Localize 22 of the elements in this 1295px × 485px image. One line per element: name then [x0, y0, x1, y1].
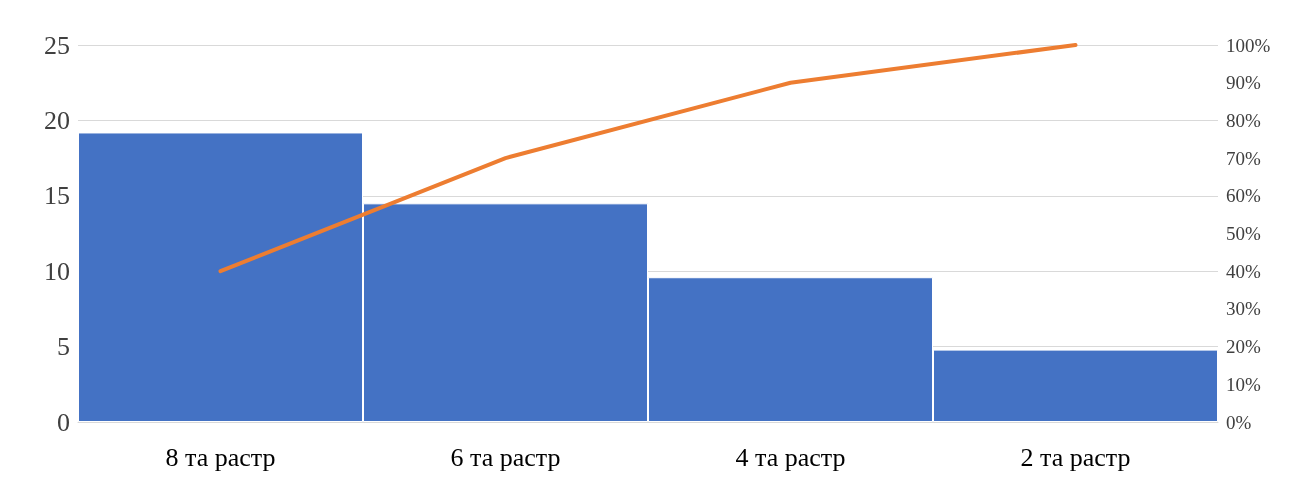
x-tick-label: 4 та растр: [735, 442, 846, 472]
x-tick-label: 6 та растр: [450, 442, 561, 472]
y2-tick-label: 100%: [1226, 34, 1271, 56]
y-tick-label: 5: [57, 332, 70, 362]
x-tick-label: 8 та растр: [165, 442, 276, 472]
y2-tick-label: 80%: [1226, 109, 1261, 131]
y-tick-label: 25: [44, 30, 70, 60]
y-tick-label: 0: [57, 407, 70, 437]
y2-tick-label: 10%: [1226, 373, 1261, 395]
y2-tick-label: 50%: [1226, 223, 1261, 244]
line-series: [218, 43, 1078, 274]
y-tick-label: 15: [44, 181, 70, 211]
y2-tick-label: 30%: [1226, 298, 1261, 320]
y2-tick-label: 70%: [1226, 147, 1261, 169]
y2-tick-label: 90%: [1226, 72, 1261, 94]
y-tick-label: 10: [44, 256, 70, 286]
y-tick-label: 20: [44, 105, 70, 135]
y2-tick-label: 0%: [1226, 411, 1252, 433]
y2-tick-label: 60%: [1226, 185, 1261, 207]
y2-tick-label: 40%: [1226, 260, 1261, 282]
y2-tick-label: 20%: [1226, 336, 1261, 358]
x-tick-label: 2 та растр: [1020, 442, 1131, 472]
